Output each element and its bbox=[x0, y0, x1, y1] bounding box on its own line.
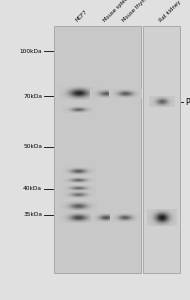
Text: MCF7: MCF7 bbox=[75, 9, 89, 23]
Text: PML: PML bbox=[185, 98, 190, 107]
Text: 70kDa: 70kDa bbox=[23, 94, 42, 98]
Text: Mouse thymus: Mouse thymus bbox=[121, 0, 152, 23]
Text: 50kDa: 50kDa bbox=[23, 144, 42, 149]
Text: 40kDa: 40kDa bbox=[23, 186, 42, 191]
Text: 35kDa: 35kDa bbox=[23, 212, 42, 217]
Text: 100kDa: 100kDa bbox=[20, 49, 42, 54]
Bar bbox=[143, 26, 180, 273]
Text: Rat kidney: Rat kidney bbox=[158, 0, 182, 23]
Bar bbox=[54, 26, 141, 273]
Text: Mouse spleen: Mouse spleen bbox=[102, 0, 131, 23]
